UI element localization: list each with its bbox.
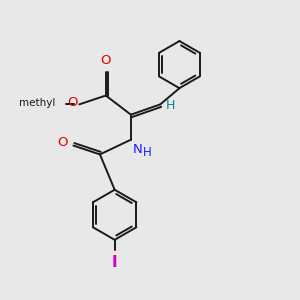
Text: O: O: [100, 54, 111, 67]
Text: methyl: methyl: [20, 98, 56, 108]
Text: N: N: [133, 143, 143, 156]
Text: H: H: [166, 99, 175, 112]
Text: O: O: [68, 96, 78, 110]
Text: I: I: [112, 254, 118, 269]
Text: H: H: [143, 146, 152, 159]
Text: O: O: [58, 136, 68, 149]
